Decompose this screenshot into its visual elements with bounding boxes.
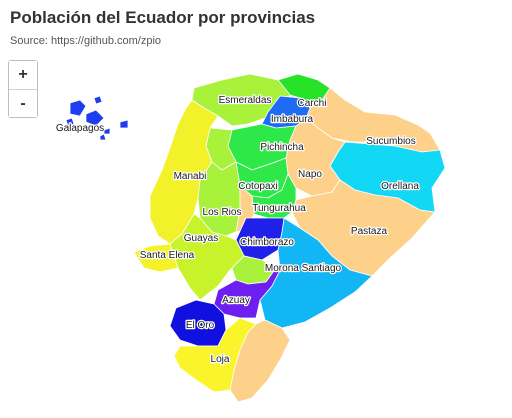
- label-pichincha: Pichincha: [260, 142, 304, 153]
- province-morona-santiago[interactable]: [259, 217, 373, 329]
- label-cotopaxi: Cotopaxi: [238, 181, 277, 192]
- provinces-layer: [65, 73, 446, 403]
- province-santa-elena[interactable]: [133, 243, 179, 273]
- label-loja: Loja: [211, 354, 230, 365]
- galapagos-island: [99, 133, 107, 141]
- province-carchi[interactable]: [277, 73, 331, 109]
- label-guayas: Guayas: [184, 233, 218, 244]
- label-chimborazo: Chimborazo: [240, 237, 294, 248]
- label-galapagos: Galapagos: [56, 123, 104, 134]
- label-sucumbios: Sucumbios: [366, 136, 415, 147]
- label-santa-elena: Santa Elena: [140, 250, 195, 261]
- label-los-rios: Los Rios: [203, 207, 242, 218]
- province-galapagos[interactable]: [65, 95, 129, 141]
- galapagos-island: [119, 119, 129, 129]
- page-title: Población del Ecuador por provincias: [10, 8, 316, 27]
- label-morona-santiago: Morona Santiago: [265, 263, 342, 274]
- province-pastaza[interactable]: [291, 179, 436, 277]
- source-caption: Source: https://github.com/zpio: [10, 35, 162, 47]
- province-guayas[interactable]: [169, 213, 245, 301]
- label-tungurahua: Tungurahua: [252, 203, 306, 214]
- label-manabi: Manabi: [174, 171, 207, 182]
- label-orellana: Orellana: [381, 181, 419, 192]
- labels-layer: Galapagos Esmeraldas Carchi Imbabura Suc…: [55, 94, 421, 367]
- zoom-control: + -: [8, 60, 38, 118]
- galapagos-island: [103, 127, 111, 135]
- galapagos-island: [93, 95, 103, 105]
- galapagos-island: [85, 109, 105, 127]
- province-loja[interactable]: [173, 317, 257, 393]
- label-napo: Napo: [298, 169, 322, 180]
- zoom-in-button[interactable]: +: [9, 61, 37, 89]
- galapagos-island: [69, 99, 87, 117]
- label-imbabura: Imbabura: [271, 114, 314, 125]
- label-el-oro: El Oro: [186, 320, 215, 331]
- label-azuay: Azuay: [222, 295, 250, 306]
- galapagos-island: [65, 117, 75, 127]
- province-tungurahua[interactable]: [251, 173, 297, 219]
- label-carchi: Carchi: [298, 98, 327, 109]
- label-esmeraldas: Esmeraldas: [219, 95, 272, 106]
- zoom-out-button[interactable]: -: [9, 89, 37, 117]
- label-pastaza: Pastaza: [351, 226, 388, 237]
